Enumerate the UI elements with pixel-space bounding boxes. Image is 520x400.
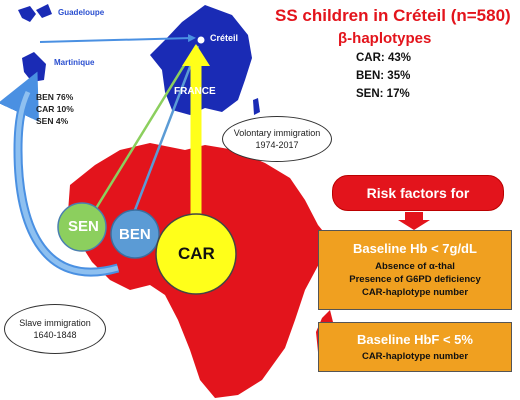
car-arrow-head — [182, 44, 210, 66]
haplotype-sen: SEN: 17% — [356, 88, 410, 100]
creteil-label: Créteil — [210, 33, 239, 43]
sen-circle — [57, 202, 107, 252]
slave-immigration-line1: Slave immigration — [19, 317, 91, 328]
car-circle — [155, 213, 237, 295]
voluntary-immigration-label: Volontary immigration 1974-2017 — [222, 116, 332, 162]
box-baseline-hb-item: CAR-haplotype number — [361, 287, 469, 299]
creteil-dot — [197, 36, 205, 44]
voluntary-immigration-line2: 1974-2017 — [255, 140, 299, 150]
subtitle: β-haplotypes — [338, 30, 432, 47]
box-baseline-hb-item: Absence of α-thal — [375, 260, 455, 272]
france-label: FRANCE — [174, 86, 216, 97]
caribbean-car: CAR 10% — [36, 104, 74, 114]
car-circle-label: CAR — [178, 244, 215, 263]
caribbean-ben: BEN 76% — [36, 92, 74, 102]
ben-to-creteil-line — [133, 45, 200, 211]
slave-immigration-line2: 1640-1848 — [33, 330, 77, 340]
haplotype-ben: BEN: 35% — [356, 70, 411, 82]
guadeloupe-label: Guadeloupe — [58, 8, 105, 17]
sen-circle-label: SEN — [68, 218, 99, 235]
guadeloupe-to-creteil-arrow — [39, 34, 196, 43]
box-baseline-hbf-item: CAR-haplotype number — [361, 350, 469, 362]
ben-circle — [110, 209, 160, 259]
title: SS children in Créteil (n=580) — [275, 6, 511, 25]
box-baseline-hb: Baseline Hb < 7g/dL Absence of α-thal Pr… — [318, 230, 512, 310]
box-baseline-hb-item: Presence of G6PD deficiency — [349, 273, 481, 285]
risk-factors-label: Risk factors for — [332, 175, 504, 211]
caribbean-sen: SEN 4% — [36, 116, 69, 126]
corsica-map — [253, 98, 260, 115]
martinique-map — [22, 52, 46, 82]
slave-immigration-label: Slave immigration 1640-1848 — [4, 304, 106, 354]
haplotype-car: CAR: 43% — [356, 52, 411, 64]
box-baseline-hbf-title: Baseline HbF < 5% — [357, 331, 473, 347]
box-baseline-hbf: Baseline HbF < 5% CAR-haplotype number — [318, 322, 512, 372]
box-baseline-hb-title: Baseline Hb < 7g/dL — [353, 241, 477, 257]
sen-to-creteil-line — [93, 45, 198, 211]
voluntary-immigration-line1: Volontary immigration — [233, 127, 321, 138]
guadeloupe-map — [18, 4, 52, 22]
ben-circle-label: BEN — [119, 226, 151, 243]
martinique-label: Martinique — [54, 58, 95, 67]
